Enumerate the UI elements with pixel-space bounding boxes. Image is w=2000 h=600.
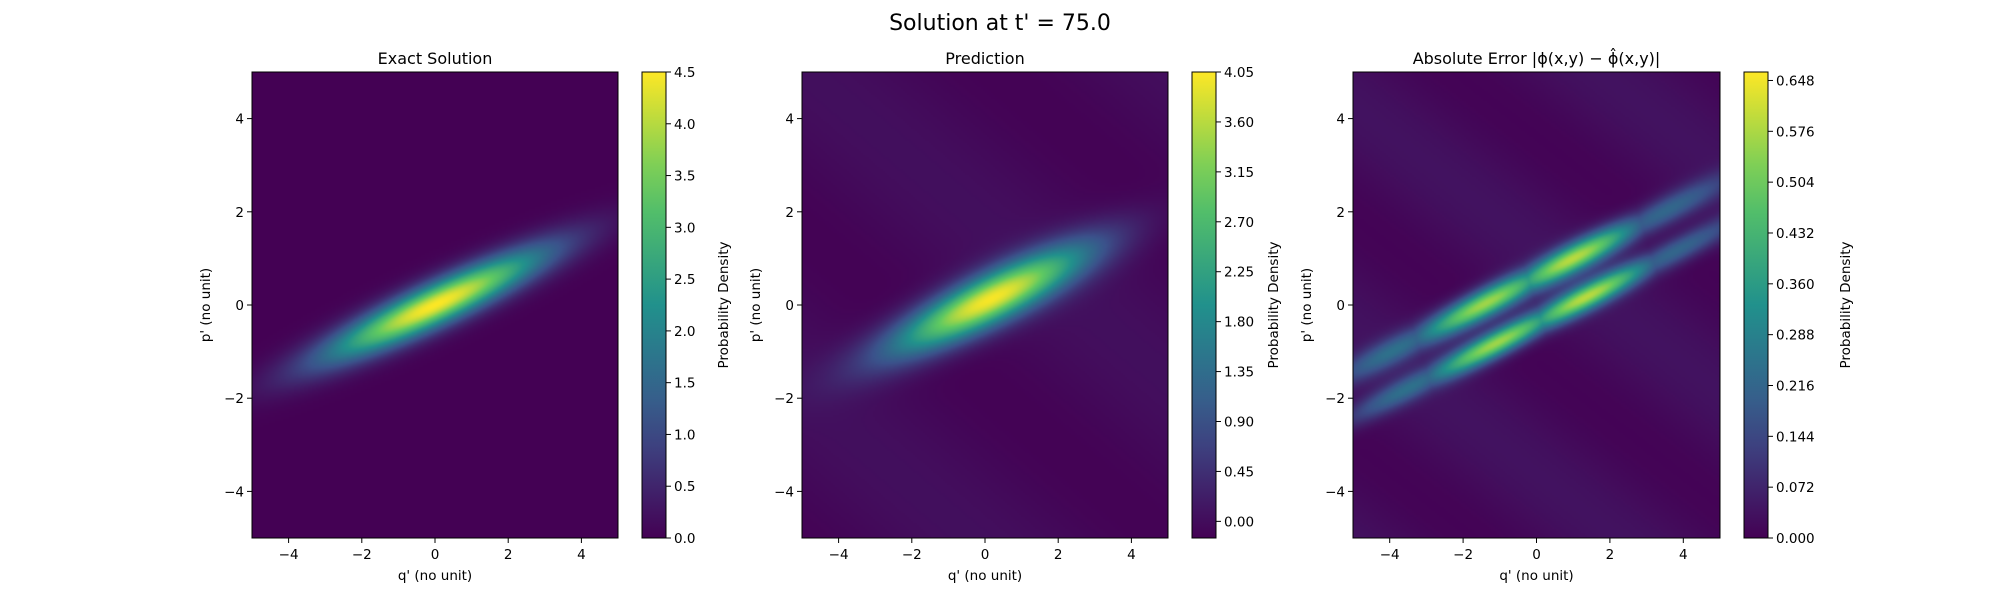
panels: Exact Solution −4 −2 0 2 4 −4 −2 0 2 4 q' (no unit)… [198,48,1854,584]
y-tick-label: 4 [785,112,794,128]
y-tick-label: −2 [774,391,794,407]
y-tick-label: −4 [224,484,244,500]
x-tick-label: 4 [1679,547,1688,563]
panel-2: Prediction −4 −2 0 2 4 −4 −2 0 2 4 q' (no unit) p' (… [748,49,1282,584]
x-tick-label: 2 [1606,547,1615,563]
panel-title: Prediction [945,49,1024,68]
y-tick-label: 2 [235,205,244,221]
colorbar-tick-label: 0.648 [1776,73,1815,89]
colorbar-tick-label: 3.15 [1224,165,1254,181]
colorbar-tick-label: 3.0 [674,220,695,236]
x-tick-label: 4 [577,547,586,563]
y-tick-label: 4 [1336,112,1345,128]
colorbar-tick-label: 0.504 [1776,175,1815,191]
colorbar-tick-label: 0.5 [674,479,695,495]
colorbar-tick-label: 4.0 [674,117,695,133]
panel-title: Exact Solution [378,49,493,68]
x-tick-label: 2 [504,547,513,563]
x-tick-label: −4 [279,547,299,563]
figure-title: Solution at t' = 75.0 [889,11,1111,36]
colorbar-tick-label: 1.0 [674,427,695,443]
y-axis-label: p' (no unit) [1299,268,1315,342]
x-axis-label: q' (no unit) [1499,568,1573,584]
y-tick-label: 0 [235,298,244,314]
colorbar-tick-label: 0.072 [1776,480,1815,496]
y-tick-label: −4 [774,484,794,500]
colorbar-tick-label: 1.35 [1224,365,1254,381]
colorbar-tick-label: 1.80 [1224,315,1254,331]
colorbar-tick-label: 0.000 [1776,531,1815,547]
x-tick-label: 0 [981,547,990,563]
y-tick-label: 0 [785,298,794,314]
colorbar-tick-label: 0.0 [674,531,695,547]
heatmap-image [252,72,618,538]
colorbar-tick-label: 2.70 [1224,215,1254,231]
y-tick-label: 2 [1336,205,1345,221]
colorbar-tick-label: 0.45 [1224,464,1254,480]
y-tick-label: −2 [1325,391,1345,407]
heatmap-image [802,72,1168,538]
colorbar-tick-label: 0.432 [1776,226,1815,242]
x-tick-label: −2 [1453,547,1473,563]
colorbar-tick-label: 3.60 [1224,115,1254,131]
x-axis-label: q' (no unit) [948,568,1022,584]
colorbar-label: Probability Density [716,242,732,369]
colorbar-tick-label: 0.00 [1224,514,1254,530]
panel-3: Absolute Error |ϕ(x,y) − ϕ̂(x,y)| −4 −2 0 2 4… [1299,48,1854,584]
colorbar-tick-label: 2.5 [674,272,695,288]
x-tick-label: −2 [352,547,372,563]
colorbar-tick-label: 4.5 [674,65,695,81]
x-tick-label: 2 [1054,547,1063,563]
y-tick-label: 2 [785,205,794,221]
colorbar-tick-label: 0.360 [1776,277,1815,293]
panel-title: Absolute Error |ϕ(x,y) − ϕ̂(x,y)| [1413,48,1661,68]
colorbar-tick-label: 3.5 [674,169,695,185]
x-tick-label: 0 [1532,547,1541,563]
x-axis-label: q' (no unit) [398,568,472,584]
y-axis-label: p' (no unit) [748,268,764,342]
colorbar-label: Probability Density [1266,242,1282,369]
colorbar: 0.0 0.5 1.0 1.5 2.0 2.5 3.0 3.5 4.0 4.5 Probabilit… [641,65,732,547]
panel-1: Exact Solution −4 −2 0 2 4 −4 −2 0 2 4 q' (no unit)… [198,49,732,584]
colorbar-gradient [641,71,667,539]
colorbar-tick-label: 0.144 [1776,429,1815,445]
x-tick-label: −4 [829,547,849,563]
x-tick-label: −2 [902,547,922,563]
y-tick-label: −4 [1325,484,1345,500]
y-tick-label: 0 [1336,298,1345,314]
colorbar-label: Probability Density [1838,242,1854,369]
colorbar-gradient [1743,71,1769,539]
colorbar: 0.00 0.45 0.90 1.35 1.80 2.25 2.70 3.15 3.60 4.05… [1191,65,1282,539]
x-tick-label: 4 [1127,547,1136,563]
colorbar-tick-label: 2.25 [1224,265,1254,281]
heatmap-image [1353,72,1720,538]
colorbar-tick-label: 2.0 [674,324,695,340]
colorbar-tick-label: 0.288 [1776,328,1815,344]
y-axis-label: p' (no unit) [198,268,214,342]
colorbar-tick-label: 0.576 [1776,124,1815,140]
colorbar-tick-label: 0.90 [1224,415,1254,431]
colorbar-tick-label: 1.5 [674,376,695,392]
x-tick-label: 0 [431,547,440,563]
y-tick-label: −2 [224,391,244,407]
colorbar: 0.000 0.072 0.144 0.216 0.288 0.360 0.432 0.504… [1743,71,1854,547]
x-tick-label: −4 [1380,547,1400,563]
colorbar-gradient [1191,71,1217,539]
y-tick-label: 4 [235,112,244,128]
colorbar-tick-label: 4.05 [1224,65,1254,81]
colorbar-tick-label: 0.216 [1776,378,1815,394]
